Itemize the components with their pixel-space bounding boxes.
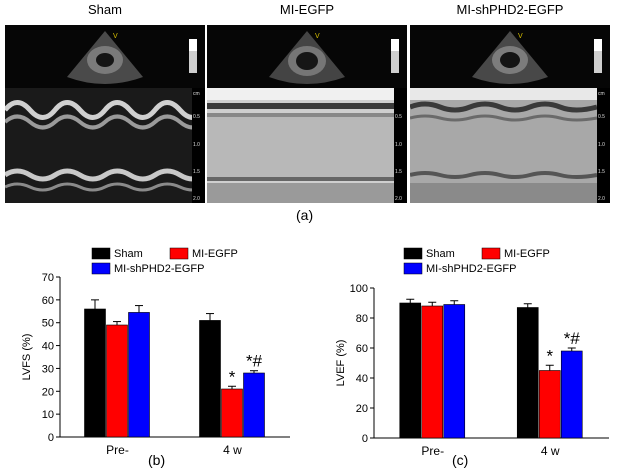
legend-label: MI-EGFP: [192, 248, 238, 260]
significance-mark: *: [229, 367, 236, 386]
y-tick-label: 60: [356, 343, 368, 355]
bar-mi-shphd2-egfp-0: [128, 312, 150, 438]
y-tick-label: 80: [356, 313, 368, 325]
echo-image-sham: V cm 0.5 1.0 1.5 2.0: [5, 25, 205, 203]
y-tick-label: 60: [42, 295, 54, 307]
y-tick-label: 20: [42, 386, 54, 398]
scale-label: cm: [193, 91, 200, 97]
legend-label: MI-shPHD2-EGFP: [114, 263, 204, 275]
bar-sham-1: [516, 307, 539, 439]
echo-image-mi-egfp: V 0.5 1.0 1.5 2.0: [207, 25, 407, 203]
legend-swatch: [91, 247, 111, 260]
y-tick-label: 0: [362, 433, 368, 445]
scale-label: 2.0: [193, 196, 200, 202]
scale-label: 2.0: [598, 196, 605, 202]
scale-label: 2.0: [395, 196, 402, 202]
column-title-mi-egfp: MI-EGFP: [279, 2, 335, 17]
legend-label: MI-shPHD2-EGFP: [426, 263, 516, 275]
y-tick-label: 40: [356, 373, 368, 385]
bar-sham-1: [199, 320, 221, 438]
bar-sham-0: [399, 302, 422, 439]
scale-label: 0.5: [395, 114, 402, 120]
legend-swatch: [403, 262, 423, 275]
scale-label: cm: [598, 91, 605, 97]
column-title-mi-shphd2-egfp: MI-shPHD2-EGFP: [456, 2, 564, 17]
scale-label: 1.5: [395, 169, 402, 175]
x-tick-label: Pre-: [421, 444, 444, 458]
lvef-bar-chart: 0 20 40 60 80 100 LVEF (%) Pre- * *# 4 w Sham MI-EGF…: [335, 247, 609, 458]
legend-label: Sham: [426, 248, 455, 260]
bar-mi-egfp-1: [538, 370, 561, 439]
y-tick-label: 0: [48, 432, 54, 444]
x-tick-label: 4 w: [541, 444, 560, 458]
scale-label: 0.5: [193, 114, 200, 120]
bar-mi-shphd2-egfp-0: [443, 304, 466, 439]
legend-swatch: [481, 247, 501, 260]
bar-mi-shphd2-egfp-1: [243, 372, 265, 438]
svg-text:V: V: [113, 33, 118, 40]
svg-text:V: V: [518, 33, 523, 40]
bar-sham-0: [84, 308, 106, 438]
scale-label: 1.0: [598, 142, 605, 148]
significance-mark: *: [546, 346, 553, 365]
lvfs-bar-chart: 0 10 20 30 40 50 60 70 LVFS (%) Pre- * *# 4 w Sham MI-…: [21, 247, 290, 457]
y-axis-label: LVFS (%): [21, 334, 33, 381]
scale-label: 1.5: [193, 169, 200, 175]
scale-label: 1.5: [598, 169, 605, 175]
y-tick-label: 10: [42, 409, 54, 421]
panel-label-a: (a): [296, 207, 314, 223]
significance-mark: *#: [246, 352, 263, 371]
legend-label: Sham: [114, 248, 143, 260]
bar-mi-egfp-0: [421, 305, 444, 439]
y-tick-label: 70: [42, 272, 54, 284]
panel-label-b: (b): [148, 452, 166, 468]
x-tick-label: Pre-: [106, 443, 129, 457]
column-title-sham: Sham: [88, 2, 122, 17]
significance-mark: *#: [564, 329, 581, 348]
bar-mi-egfp-0: [106, 324, 128, 438]
bar-mi-egfp-1: [221, 388, 243, 438]
legend-swatch: [169, 247, 189, 260]
svg-text:V: V: [315, 33, 320, 40]
y-tick-label: 30: [42, 363, 54, 375]
y-tick-label: 100: [350, 283, 368, 295]
legend-swatch: [403, 247, 423, 260]
legend-swatch: [91, 262, 111, 275]
legend-label: MI-EGFP: [504, 248, 550, 260]
scale-label: 1.0: [193, 142, 200, 148]
x-tick-label: 4 w: [223, 443, 242, 457]
y-tick-label: 50: [42, 318, 54, 330]
scale-label: 0.5: [598, 114, 605, 120]
y-tick-label: 20: [356, 403, 368, 415]
y-tick-label: 40: [42, 341, 54, 353]
bar-mi-shphd2-egfp-1: [560, 350, 583, 439]
echo-image-mi-shphd2-egfp: V cm 0.5 1.0 1.5 2.0: [410, 25, 610, 203]
scale-label: 1.0: [395, 142, 402, 148]
y-axis-label: LVEF (%): [335, 340, 347, 387]
panel-label-c: (c): [452, 452, 469, 468]
